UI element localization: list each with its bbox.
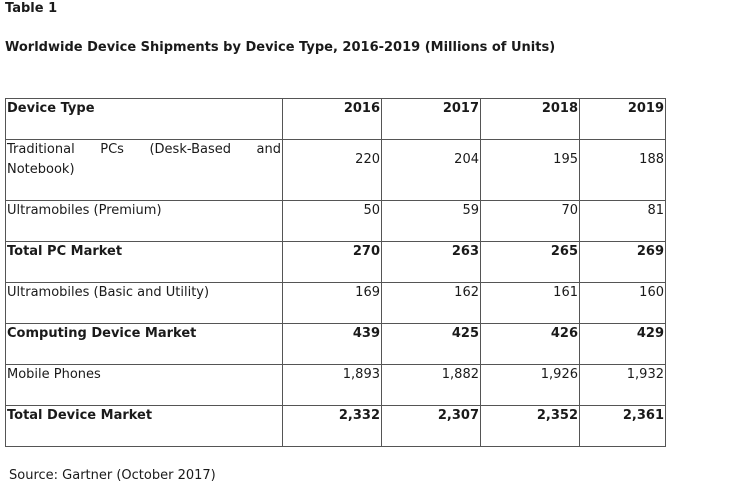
table-row: Mobile Phones 1,893 1,882 1,926 1,932 xyxy=(5,364,666,406)
value-cell: 160 xyxy=(579,282,666,324)
header-row: Device Type 2016 2017 2018 2019 xyxy=(5,98,666,140)
table-row: Total PC Market 270 263 265 269 xyxy=(5,241,666,283)
table-body: Traditional PCs (Desk-Based and Notebook… xyxy=(5,139,666,447)
device-type-cell: Computing Device Market xyxy=(5,323,283,365)
table-title: Worldwide Device Shipments by Device Typ… xyxy=(5,40,556,55)
device-type-cell: Total PC Market xyxy=(5,241,283,283)
value-cell: 195 xyxy=(480,139,580,201)
value-cell: 188 xyxy=(579,139,666,201)
table-row: Ultramobiles (Basic and Utility) 169 162 16… xyxy=(5,282,666,324)
value-cell: 439 xyxy=(282,323,382,365)
value-cell: 265 xyxy=(480,241,580,283)
value-cell: 70 xyxy=(480,200,580,242)
value-cell: 1,882 xyxy=(381,364,481,406)
value-cell: 161 xyxy=(480,282,580,324)
value-cell: 269 xyxy=(579,241,666,283)
table-row: Traditional PCs (Desk-Based and Notebook… xyxy=(5,139,666,201)
header-device-type: Device Type xyxy=(5,98,283,140)
value-cell: 429 xyxy=(579,323,666,365)
value-cell: 1,926 xyxy=(480,364,580,406)
device-type-cell: Total Device Market xyxy=(5,405,283,447)
value-cell: 2,361 xyxy=(579,405,666,447)
value-cell: 270 xyxy=(282,241,382,283)
device-type-cell: Ultramobiles (Basic and Utility) xyxy=(5,282,283,324)
value-cell: 425 xyxy=(381,323,481,365)
shipments-table: Device Type 2016 2017 2018 2019 Traditio… xyxy=(5,98,666,447)
header-year: 2017 xyxy=(381,98,481,140)
value-cell: 81 xyxy=(579,200,666,242)
value-cell: 220 xyxy=(282,139,382,201)
value-cell: 1,893 xyxy=(282,364,382,406)
device-type-cell: Ultramobiles (Premium) xyxy=(5,200,283,242)
table-row: Computing Device Market 439 425 426 429 xyxy=(5,323,666,365)
table-row: Ultramobiles (Premium) 50 59 70 81 xyxy=(5,200,666,242)
value-cell: 2,332 xyxy=(282,405,382,447)
value-cell: 59 xyxy=(381,200,481,242)
source-note: Source: Gartner (October 2017) xyxy=(9,468,216,483)
header-year: 2018 xyxy=(480,98,580,140)
device-type-cell: Mobile Phones xyxy=(5,364,283,406)
value-cell: 263 xyxy=(381,241,481,283)
value-cell: 2,352 xyxy=(480,405,580,447)
value-cell: 2,307 xyxy=(381,405,481,447)
value-cell: 50 xyxy=(282,200,382,242)
header-year: 2019 xyxy=(579,98,666,140)
value-cell: 426 xyxy=(480,323,580,365)
value-cell: 169 xyxy=(282,282,382,324)
device-type-cell: Traditional PCs (Desk-Based and Notebook… xyxy=(5,139,283,201)
header-year: 2016 xyxy=(282,98,382,140)
table-label: Table 1 xyxy=(5,1,58,16)
value-cell: 204 xyxy=(381,139,481,201)
table-row: Total Device Market 2,332 2,307 2,352 2,361 xyxy=(5,405,666,447)
value-cell: 1,932 xyxy=(579,364,666,406)
value-cell: 162 xyxy=(381,282,481,324)
